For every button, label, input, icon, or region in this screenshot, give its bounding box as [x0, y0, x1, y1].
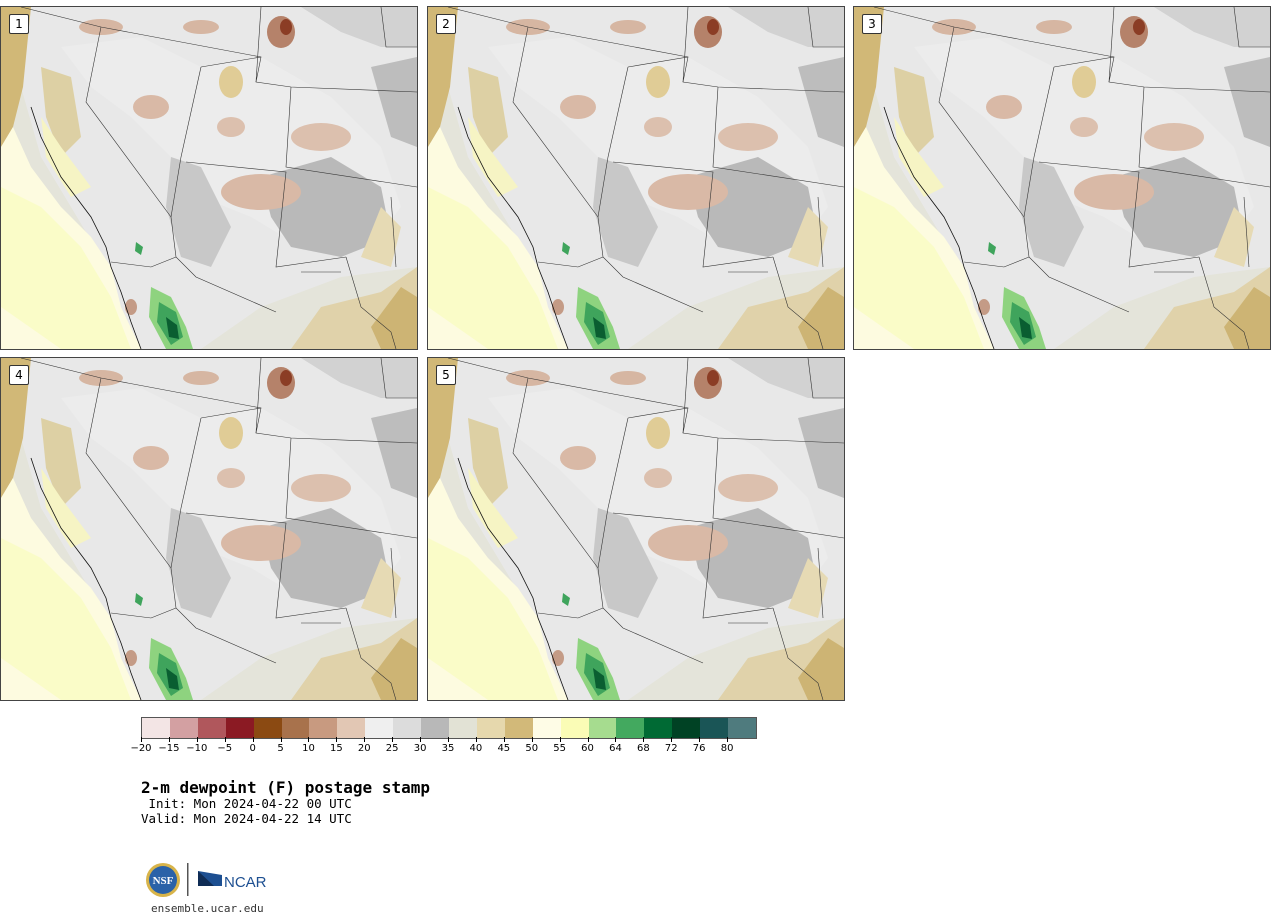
colorbar-tick-label: 30: [413, 743, 427, 754]
colorbar-tick: [252, 737, 254, 742]
colorbar-tick: [196, 737, 198, 742]
init-time: Init: Mon 2024-04-22 00 UTC: [141, 796, 352, 811]
colorbar-tick: [420, 737, 422, 742]
dewpoint-map: [428, 358, 844, 700]
colorbar-tick-label: 55: [553, 743, 566, 754]
colorbar-tick-label: 80: [720, 743, 734, 754]
colorbar-tick-label: 45: [497, 743, 511, 754]
colorbar-tick-label: −5: [217, 743, 233, 754]
valid-time: Valid: Mon 2024-04-22 14 UTC: [141, 811, 352, 826]
dewpoint-map: [428, 7, 844, 349]
colorbar-swatch-18: [644, 718, 673, 738]
map-panel-3: 3: [853, 6, 1271, 350]
colorbar-swatch-6: [309, 718, 338, 738]
panel-number: 4: [9, 365, 29, 385]
colorbar-tick-label: 35: [441, 743, 455, 754]
colorbar-tick: [475, 737, 477, 742]
site-url: ensemble.ucar.edu: [151, 902, 264, 915]
colorbar-swatch-7: [337, 718, 366, 738]
colorbar-tick: [364, 737, 366, 742]
dewpoint-map: [1, 7, 417, 349]
colorbar: [141, 717, 757, 739]
svg-text:NCAR: NCAR: [224, 874, 267, 891]
colorbar-swatch-11: [448, 718, 477, 738]
colorbar-tick-label: 76: [692, 743, 706, 754]
colorbar-swatch-16: [588, 718, 617, 738]
colorbar-tick: [559, 737, 561, 742]
colorbar-swatch-2: [197, 718, 226, 738]
colorbar-tick-label: 60: [581, 743, 594, 754]
panel-number: 5: [436, 365, 456, 385]
map-panel-2: 2: [427, 6, 845, 350]
map-panel-4: 4: [0, 357, 418, 701]
colorbar-tick-label: −15: [158, 743, 180, 754]
colorbar-swatch-14: [532, 718, 561, 738]
colorbar-tick: [699, 737, 701, 742]
colorbar-tick: [727, 737, 729, 742]
colorbar-tick-label: 0: [249, 743, 256, 754]
colorbar-swatch-19: [672, 718, 701, 738]
colorbar-swatch-17: [616, 718, 645, 738]
panel-number: 3: [862, 14, 882, 34]
colorbar-tick-label: 15: [329, 743, 343, 754]
colorbar-swatch-10: [421, 718, 449, 738]
colorbar-tick-label: 50: [525, 743, 539, 754]
nsf-ncar-logo: NSF NCAR: [146, 863, 267, 897]
colorbar-tick-label: −20: [130, 743, 152, 754]
colorbar-tick: [392, 737, 394, 742]
colorbar-swatch-20: [700, 718, 729, 738]
colorbar-swatch-1: [169, 718, 198, 738]
colorbar-tick: [615, 737, 617, 742]
colorbar-swatch-0: [142, 718, 170, 738]
colorbar-swatch-8: [365, 718, 394, 738]
colorbar-tick-label: 10: [302, 743, 315, 754]
dewpoint-map: [1, 358, 417, 700]
colorbar-swatch-12: [476, 718, 505, 738]
colorbar-swatch-5: [281, 718, 310, 738]
colorbar-swatch-15: [560, 718, 589, 738]
colorbar-tick-label: 72: [664, 743, 678, 754]
colorbar-tick: [168, 737, 170, 742]
colorbar-tick-label: −10: [186, 743, 208, 754]
colorbar-swatch-13: [504, 718, 533, 738]
chart-title: 2-m dewpoint (F) postage stamp: [141, 778, 430, 797]
colorbar-tick: [141, 737, 142, 742]
colorbar-tick-label: 68: [636, 743, 650, 754]
map-panel-1: 1: [0, 6, 418, 350]
colorbar-tick-label: 25: [385, 743, 399, 754]
panel-number: 1: [9, 14, 29, 34]
colorbar-tick: [224, 737, 226, 742]
dewpoint-map: [854, 7, 1270, 349]
colorbar-swatch-9: [393, 718, 422, 738]
map-panel-5: 5: [427, 357, 845, 701]
colorbar-tick: [448, 737, 449, 742]
colorbar-swatch-21: [728, 718, 756, 738]
colorbar-tick: [503, 737, 505, 742]
colorbar-tick: [671, 737, 673, 742]
colorbar-tick: [308, 737, 310, 742]
colorbar-tick-label: 40: [469, 743, 483, 754]
svg-text:NSF: NSF: [153, 875, 174, 887]
colorbar-ticks: −20 −15 −10 −5 0 5 10 15 20 25 30 35 40 45 50 55 60 64 68 7…: [130, 737, 757, 767]
sponsor-logos: NSF NCAR: [144, 860, 284, 900]
colorbar-swatch-3: [225, 718, 254, 738]
panel-number: 2: [436, 14, 456, 34]
colorbar-tick: [643, 737, 645, 742]
colorbar-tick: [587, 737, 589, 742]
colorbar-tick-label: 20: [357, 743, 371, 754]
colorbar-tick-label: 5: [277, 743, 284, 754]
colorbar-tick-label: 64: [609, 743, 622, 754]
colorbar-tick: [531, 737, 533, 742]
colorbar-tick: [280, 737, 282, 742]
colorbar-tick: [336, 737, 338, 742]
colorbar-swatch-4: [253, 718, 282, 738]
